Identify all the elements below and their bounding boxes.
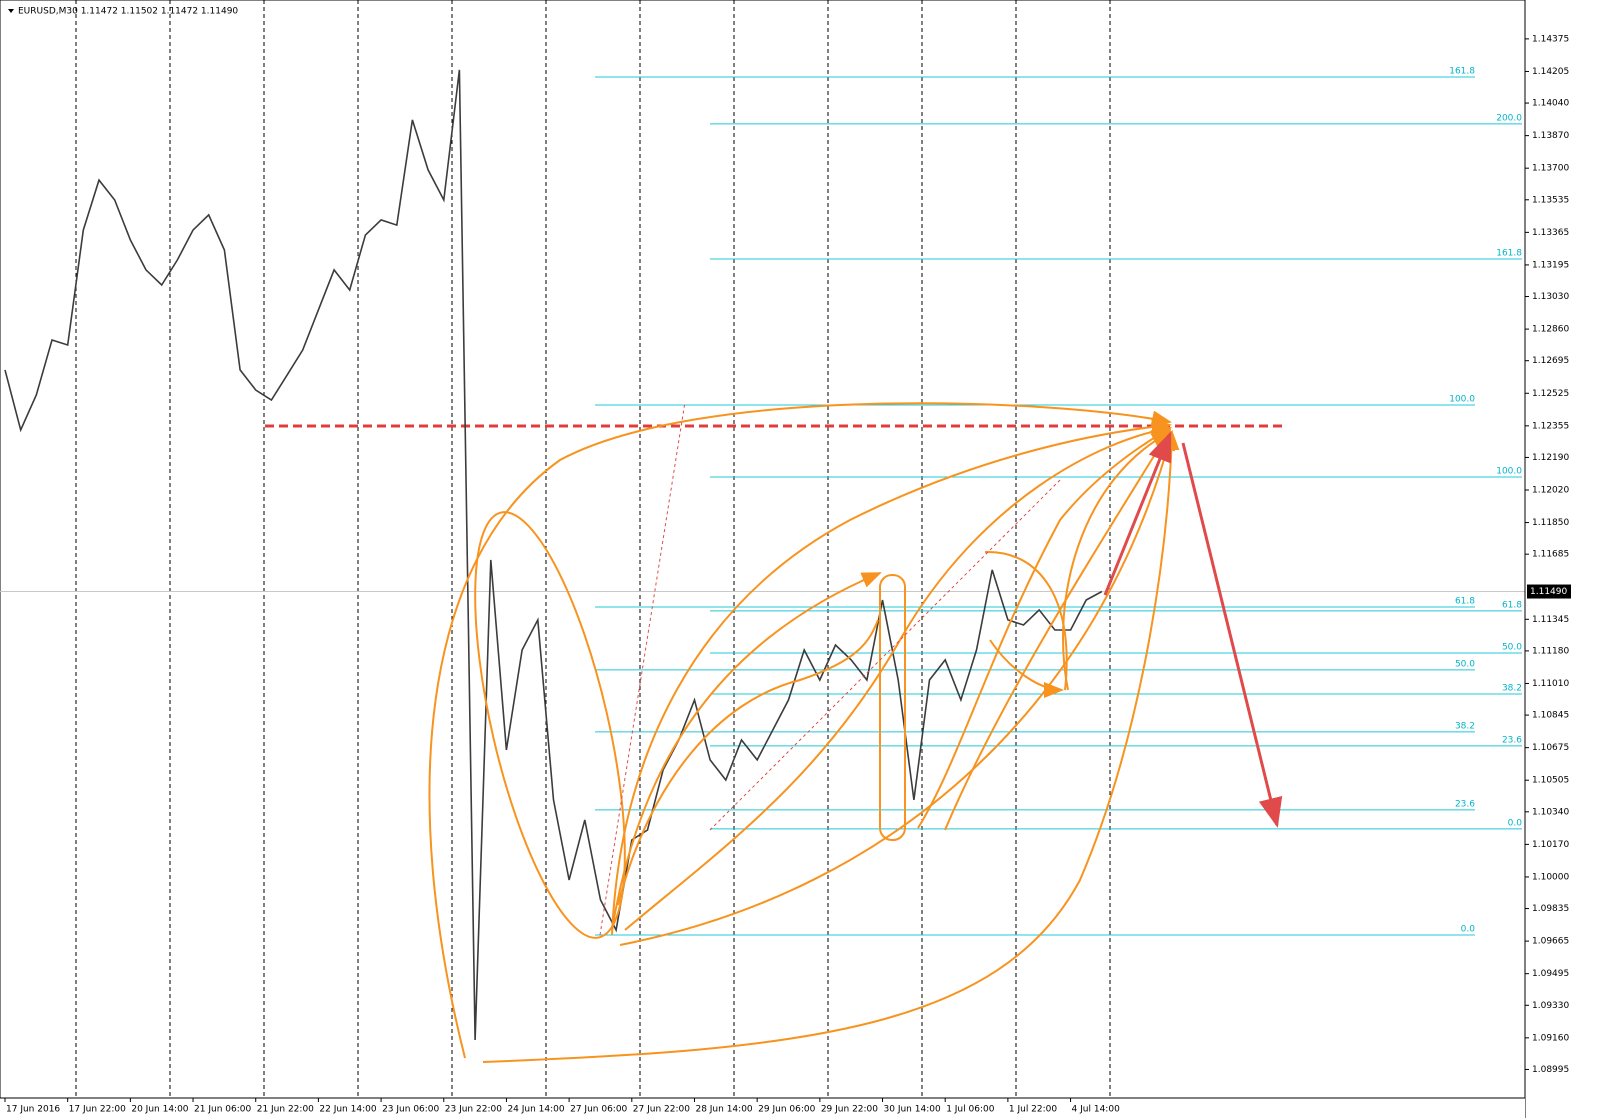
y-tick-label: 1.09495 [1532, 969, 1569, 979]
time-axis [0, 1098, 1525, 1118]
plot-area [0, 0, 1526, 1099]
y-tick-label: 1.11850 [1532, 518, 1569, 528]
x-tick-label: 20 Jun 14:00 [131, 1105, 188, 1115]
fib-label: 38.2 [1502, 684, 1522, 694]
y-tick-label: 1.11345 [1532, 615, 1569, 625]
y-tick-label: 1.09835 [1532, 904, 1569, 914]
x-tick-label: 17 Jun 2016 [6, 1105, 60, 1115]
y-tick-label: 1.09665 [1532, 937, 1569, 947]
y-tick-label: 1.12695 [1532, 356, 1569, 366]
x-tick-label: 1 Jul 22:00 [1009, 1105, 1058, 1115]
fib-label: 38.2 [1455, 721, 1475, 731]
y-tick-label: 1.08995 [1532, 1065, 1569, 1075]
y-tick-label: 1.13195 [1532, 260, 1569, 270]
x-tick-label: 1 Jul 06:00 [946, 1105, 995, 1115]
y-tick-label: 1.12190 [1532, 453, 1569, 463]
fib-label: 23.6 [1502, 735, 1522, 745]
fib-label: 161.8 [1496, 248, 1522, 258]
y-tick-label: 1.10170 [1532, 840, 1569, 850]
x-tick-label: 27 Jun 06:00 [570, 1105, 627, 1115]
fib-label: 50.0 [1502, 643, 1522, 653]
last-price-box [1527, 584, 1571, 599]
x-tick-label: 23 Jun 22:00 [445, 1105, 502, 1115]
x-tick-label: 23 Jun 06:00 [382, 1105, 439, 1115]
fib-label: 0.0 [1461, 924, 1476, 934]
fib-label: 50.0 [1455, 659, 1475, 669]
x-tick-label: 4 Jul 14:00 [1072, 1105, 1121, 1115]
y-tick-label: 1.10505 [1532, 776, 1569, 786]
y-tick-label: 1.12860 [1532, 325, 1569, 335]
price-line [4, 69, 1103, 1041]
last-price-label: 1.11490 [1530, 587, 1567, 597]
x-tick-label: 17 Jun 22:00 [69, 1105, 126, 1115]
fib-label: 0.0 [1508, 818, 1523, 828]
fib-label: 23.6 [1455, 799, 1475, 809]
y-tick-label: 1.09160 [1532, 1033, 1569, 1043]
y-tick-label: 1.13535 [1532, 195, 1569, 205]
y-tick-label: 1.09330 [1532, 1001, 1569, 1011]
x-tick-label: 21 Jun 06:00 [194, 1105, 251, 1115]
y-tick-label: 1.13870 [1532, 131, 1569, 141]
y-tick-label: 1.12355 [1532, 421, 1569, 431]
x-tick-label: 24 Jun 14:00 [507, 1105, 564, 1115]
y-tick-label: 1.10000 [1532, 872, 1569, 882]
annotations [428, 401, 1283, 1063]
y-tick-label: 1.13700 [1532, 164, 1569, 174]
price-axis [1525, 0, 1600, 1098]
fib-label: 200.0 [1496, 113, 1522, 123]
x-tick-label: 30 Jun 14:00 [884, 1105, 941, 1115]
y-tick-label: 1.11685 [1532, 550, 1569, 560]
y-tick-label: 1.11180 [1532, 646, 1569, 656]
fib-label: 61.8 [1502, 600, 1522, 610]
x-tick-label: 21 Jun 22:00 [257, 1105, 314, 1115]
y-tick-label: 1.12525 [1532, 389, 1569, 399]
y-tick-label: 1.14040 [1532, 99, 1569, 109]
y-tick-label: 1.10675 [1532, 743, 1569, 753]
x-tick-label: 28 Jun 14:00 [695, 1105, 752, 1115]
fib-label: 100.0 [1449, 394, 1475, 404]
x-tick-label: 29 Jun 06:00 [758, 1105, 815, 1115]
x-tick-label: 22 Jun 14:00 [319, 1105, 376, 1115]
day-separators [75, 0, 1111, 1098]
y-tick-label: 1.12020 [1532, 486, 1569, 496]
y-tick-label: 1.13030 [1532, 292, 1569, 302]
fib-label: 161.8 [1449, 67, 1475, 77]
fib-label: 61.8 [1455, 597, 1475, 607]
chart-title: EURUSD,M30 1.11472 1.11502 1.11472 1.114… [18, 7, 238, 17]
y-tick-label: 1.14375 [1532, 34, 1569, 44]
x-tick-label: 29 Jun 22:00 [821, 1105, 878, 1115]
y-tick-label: 1.11010 [1532, 679, 1569, 689]
y-tick-label: 1.14205 [1532, 67, 1569, 77]
fib-label: 100.0 [1496, 466, 1522, 476]
y-tick-label: 1.10340 [1532, 807, 1569, 817]
menu-triangle[interactable] [8, 9, 14, 13]
x-tick-label: 27 Jun 22:00 [633, 1105, 690, 1115]
y-tick-label: 1.13365 [1532, 228, 1569, 238]
y-tick-label: 1.10845 [1532, 711, 1569, 721]
